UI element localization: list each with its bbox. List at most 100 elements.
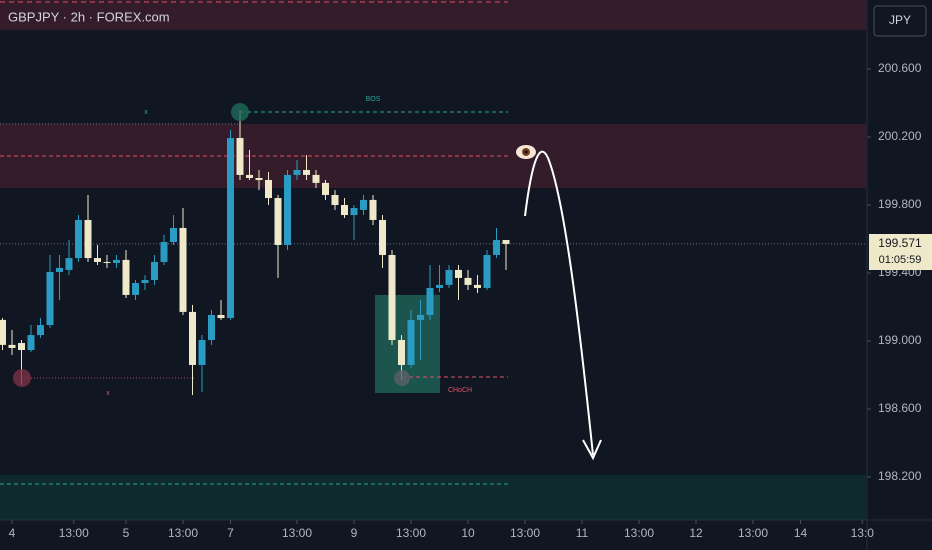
- x-tick-label: 7: [227, 526, 234, 540]
- x-tick-label: 13:00: [282, 526, 312, 540]
- candle-body: [274, 198, 282, 245]
- candle-body: [359, 199, 367, 210]
- candle-body: [103, 261, 111, 263]
- candle-body: [245, 174, 253, 178]
- candle-body: [8, 344, 16, 348]
- last-price: 199.571: [878, 236, 922, 250]
- candle-body: [74, 219, 82, 259]
- candle-body: [36, 325, 44, 336]
- candle-body: [369, 199, 377, 220]
- marker: [231, 103, 249, 121]
- y-tick-label: 198.200: [878, 469, 922, 483]
- candle-body: [302, 169, 310, 175]
- zone: [0, 123, 866, 189]
- candle-body: [226, 138, 234, 319]
- candle-body: [27, 335, 35, 351]
- candle-body: [502, 240, 510, 244]
- x-label: x: [106, 390, 110, 397]
- candle-body: [198, 339, 206, 365]
- y-tick-label: 200.200: [878, 129, 922, 143]
- candle-body: [169, 227, 177, 243]
- x-tick-label: 13:00: [510, 526, 540, 540]
- y-tick-label: 200.600: [878, 61, 922, 75]
- x-tick-label: 13:00: [738, 526, 768, 540]
- candle-body: [350, 208, 358, 216]
- bos-label: BOS: [366, 96, 381, 103]
- candle-body: [93, 258, 101, 262]
- currency: JPY: [889, 13, 911, 27]
- candle-body: [397, 339, 405, 365]
- candle-body: [473, 284, 481, 288]
- candle-body: [160, 242, 168, 262]
- eye-pupil: [524, 150, 528, 154]
- candle-body: [416, 314, 424, 320]
- candle-body: [188, 311, 196, 365]
- x-tick-label: 13:00: [396, 526, 426, 540]
- candle-body: [426, 287, 434, 315]
- x-tick-label: 13:00: [624, 526, 654, 540]
- candle-body: [46, 271, 54, 326]
- candle-body: [435, 284, 443, 288]
- candle-body: [445, 269, 453, 285]
- candle-body: [217, 314, 225, 319]
- x-tick-label: 10: [461, 526, 475, 540]
- zone: [0, 474, 866, 520]
- candle-body: [150, 261, 158, 280]
- y-tick-label: 198.600: [878, 401, 922, 415]
- y-tick-label: 199.800: [878, 197, 922, 211]
- x-tick-label: 4: [9, 526, 16, 540]
- marker: [13, 369, 31, 387]
- candle-body: [65, 258, 73, 270]
- candle-body: [492, 240, 500, 255]
- candle-body: [0, 319, 6, 345]
- candle-body: [17, 343, 25, 351]
- candle-body: [283, 174, 291, 245]
- candle-body: [293, 169, 301, 175]
- candle-body: [264, 180, 272, 199]
- levels: [0, 1, 866, 485]
- price-box: [869, 234, 932, 270]
- x-tick-label: 13:00: [168, 526, 198, 540]
- candle-body: [141, 279, 149, 284]
- y-tick-label: 199.000: [878, 333, 922, 347]
- zone: [0, 0, 866, 31]
- x-tick-label: 13:00: [59, 526, 89, 540]
- x-tick-label: 11: [576, 526, 589, 540]
- x-tick-label: 12: [689, 526, 703, 540]
- candle-body: [388, 254, 396, 340]
- candle-body: [255, 177, 263, 181]
- chart-title: GBPJPY · 2h · FOREX.com: [8, 9, 170, 24]
- candle-body: [312, 174, 320, 183]
- candles: [0, 109, 510, 396]
- candle-body: [207, 314, 215, 340]
- x-tick-label: 5: [123, 526, 130, 540]
- candle-body: [321, 182, 329, 195]
- arrow-head: [582, 439, 602, 461]
- candle-body: [464, 277, 472, 285]
- candle-body: [378, 219, 386, 255]
- choch-label: CHoCH: [448, 387, 472, 394]
- candle-body: [131, 283, 139, 295]
- axes: 198.200198.600199.000199.400199.800200.2…: [9, 61, 922, 540]
- candle-body: [454, 269, 462, 278]
- currency-box: [873, 5, 927, 37]
- countdown: 01:05:59: [879, 254, 922, 266]
- candle-body: [331, 194, 339, 206]
- candle-body: [179, 227, 187, 312]
- candle-body: [55, 267, 63, 272]
- candle-body: [407, 319, 415, 365]
- candle-body: [340, 205, 348, 216]
- x-tick-label: 9: [351, 526, 358, 540]
- candle-body: [84, 219, 92, 259]
- x-tick-label: 14: [794, 526, 808, 540]
- x-label: x: [144, 109, 148, 116]
- projection-arrow: [524, 150, 594, 456]
- candle-body: [122, 259, 130, 295]
- marker: [394, 370, 410, 386]
- candle-body: [483, 254, 491, 288]
- candle-body: [112, 259, 120, 263]
- x-tick-label: 13:0: [851, 526, 875, 540]
